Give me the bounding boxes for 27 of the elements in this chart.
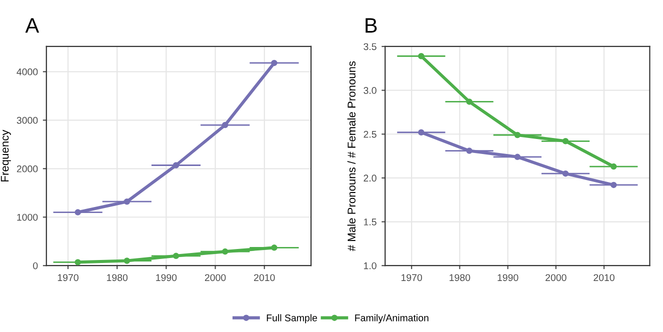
y-tick-label: 1.5 (364, 218, 376, 226)
x-tick-label: 2010 (594, 274, 614, 282)
y-tick-label: 2.5 (364, 130, 376, 138)
y-tick-label: 2.0 (364, 174, 376, 182)
x-tick-label: 1980 (107, 274, 128, 282)
y-axis-title: Frequency (0, 130, 11, 182)
y-tick-label: 3.5 (364, 43, 376, 50)
y-tick-label: 3.0 (364, 87, 376, 94)
y-tick-label: 0 (33, 262, 38, 270)
x-tick-label: 2000 (546, 274, 566, 282)
x-tick-label: 1980 (450, 274, 470, 282)
x-tick-label: 1970 (58, 274, 78, 282)
y-tick-label: 1000 (17, 214, 38, 221)
y-tick-label: 2000 (16, 165, 38, 172)
legend-label: Full Sample (266, 314, 318, 324)
y-tick-label: 3000 (16, 116, 38, 124)
x-tick-label: 1990 (156, 274, 177, 282)
x-tick-label: 2000 (204, 274, 226, 282)
x-tick-label: 2010 (254, 274, 275, 282)
x-tick-label: 1990 (498, 274, 518, 282)
legend-label: Family/Animation (355, 314, 428, 324)
chart-title: A (25, 18, 40, 33)
y-tick-label: 1.0 (364, 262, 376, 270)
y-tick-label: 4000 (16, 68, 38, 76)
chart-title: B (366, 18, 377, 33)
y-axis-title: # Male Pronouns / # Female Pronouns (347, 61, 356, 252)
x-tick-label: 1970 (402, 274, 422, 282)
